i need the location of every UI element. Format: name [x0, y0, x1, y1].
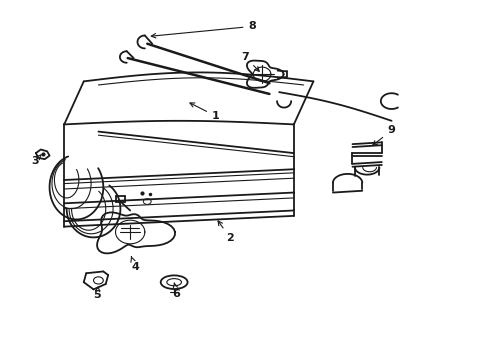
Text: 7: 7	[241, 52, 259, 71]
Text: 6: 6	[172, 283, 180, 298]
Text: 1: 1	[190, 103, 220, 121]
Text: 2: 2	[218, 221, 234, 243]
Text: 3: 3	[31, 154, 42, 166]
Text: 8: 8	[151, 21, 256, 38]
Text: 5: 5	[93, 287, 101, 300]
Text: 9: 9	[373, 125, 395, 145]
Text: 4: 4	[131, 257, 139, 273]
